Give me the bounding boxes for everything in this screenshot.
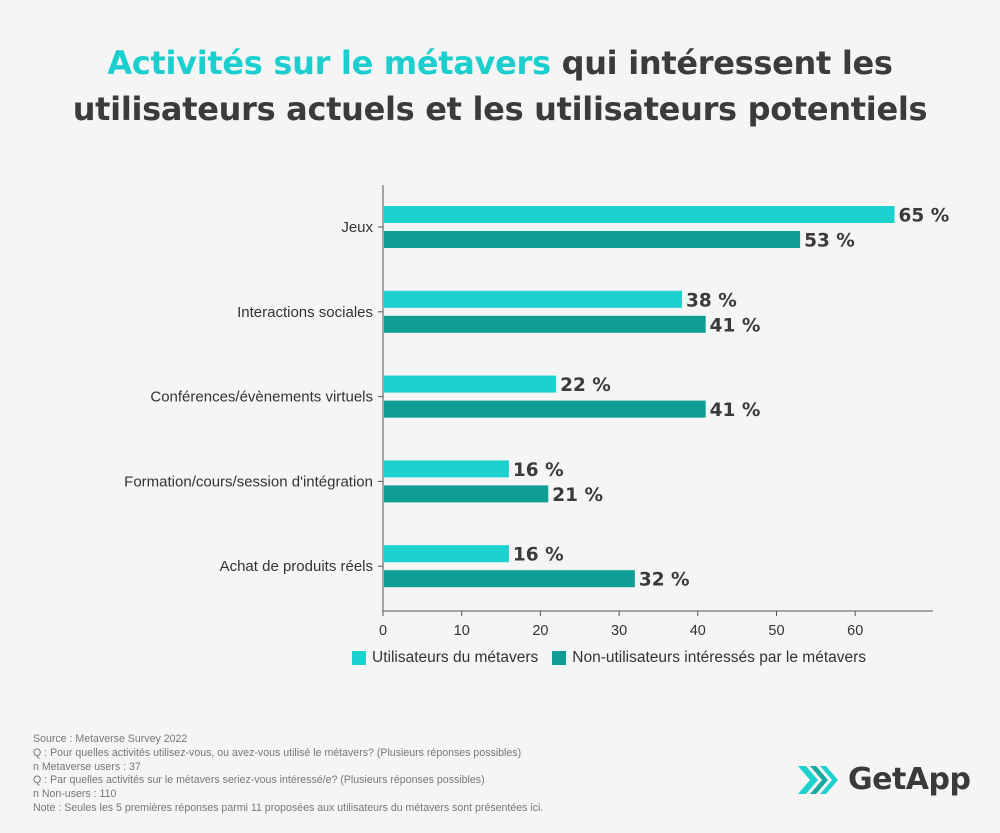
- footer-line: n Non-users : 110: [33, 788, 117, 801]
- data-label: 22 %: [560, 375, 611, 396]
- x-tick-label: 60: [847, 623, 863, 639]
- data-label: 41 %: [710, 400, 761, 421]
- data-label: 53 %: [804, 231, 855, 252]
- legend-item-users: Utilisateurs du métavers: [352, 649, 538, 667]
- title-rest: qui intéressent les: [550, 44, 893, 82]
- data-label: 16 %: [513, 545, 564, 566]
- legend-item-non-users: Non-utilisateurs intéressés par le métav…: [552, 649, 866, 667]
- footer-line: Note : Seules les 5 premières réponses p…: [33, 801, 544, 814]
- x-tick-label: 40: [690, 623, 706, 639]
- data-label: 32 %: [639, 570, 690, 591]
- x-tick-label: 30: [611, 623, 627, 639]
- bar-users: [384, 545, 509, 563]
- data-label: 41 %: [710, 315, 761, 336]
- data-label: 65 %: [899, 206, 950, 227]
- data-label: 21 %: [552, 485, 603, 506]
- bar-non-users: [384, 400, 706, 418]
- bar-non-users: [384, 485, 549, 503]
- legend-swatch-non-users: [552, 651, 567, 665]
- bar-users: [384, 460, 509, 478]
- legend: Utilisateurs du métavers Non-utilisateur…: [352, 649, 880, 667]
- data-label: 38 %: [686, 290, 737, 311]
- category-label: Achat de produits réels: [220, 558, 373, 575]
- footer-line: Source : Metaverse Survey 2022: [33, 733, 188, 745]
- footer-line: n Metaverse users : 37: [33, 760, 141, 773]
- bar-non-users: [384, 231, 801, 248]
- x-tick-label: 10: [454, 623, 470, 639]
- footer-notes: Source : Metaverse Survey 2022 Q : Pour …: [33, 733, 543, 816]
- data-label: 16 %: [513, 460, 564, 481]
- category-label: Jeux: [341, 219, 373, 236]
- bar-users: [384, 206, 895, 223]
- footer-line: Q : Pour quelles activités utilisez-vous…: [33, 746, 522, 759]
- bar-chart: 0 10 20 30 40 50 60 Jeux 65 % 53 % Interactions so…: [124, 185, 950, 639]
- x-tick-label: 0: [379, 623, 387, 639]
- title-highlight: Activités sur le métavers: [107, 44, 551, 82]
- category-label: Conférences/évènements virtuels: [150, 389, 373, 406]
- title-line-1: Activités sur le métavers qui intéressen…: [0, 40, 1000, 86]
- chart-title: Activités sur le métavers qui intéressen…: [0, 40, 1000, 132]
- bar-users: [384, 290, 683, 308]
- category-label: Interactions sociales: [237, 304, 373, 321]
- logo-text: GetApp: [848, 762, 971, 797]
- bar-users: [384, 375, 557, 393]
- x-tick-label: 20: [532, 623, 548, 639]
- bar-non-users: [384, 315, 706, 333]
- legend-label-users: Utilisateurs du métavers: [372, 649, 539, 666]
- getapp-chevrons-icon: [798, 765, 838, 794]
- x-tick-label: 50: [768, 623, 784, 639]
- footer-line: Q : Par quelles activités sur le métaver…: [33, 774, 485, 787]
- category-label: Formation/cours/session d'intégration: [124, 473, 373, 490]
- bar-non-users: [384, 570, 635, 588]
- legend-label-non-users: Non-utilisateurs intéressés par le métav…: [572, 649, 867, 666]
- title-line-2: utilisateurs actuels et les utilisateurs…: [72, 90, 928, 128]
- legend-swatch-users: [352, 651, 366, 665]
- getapp-logo: GetApp: [796, 762, 971, 797]
